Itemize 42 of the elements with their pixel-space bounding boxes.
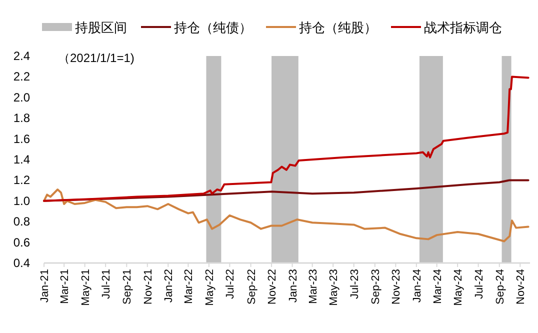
y-tick-label: 1.0 [13, 194, 30, 208]
x-tick-label: Sep-23 [370, 269, 382, 304]
y-tick-label: 2.4 [13, 49, 30, 63]
x-tick-label: Mar-22 [183, 269, 196, 304]
y-tick-label: 1.6 [13, 132, 30, 146]
x-tick-label: Jan-23 [287, 269, 300, 303]
x-tick-label: May-24 [452, 269, 465, 306]
legend-label: 持仓（纯股） [299, 20, 377, 35]
x-tick-label: Jul-23 [348, 269, 361, 299]
legend-label: 持仓（纯债） [174, 20, 252, 35]
y-tick-label: 0.8 [13, 214, 30, 229]
x-tick-label: Jul-21 [100, 269, 113, 299]
x-tick-label: Nov-24 [515, 269, 528, 304]
y-tick-label: 2.2 [13, 70, 30, 84]
annotation: （2021/1/1=1) [58, 51, 134, 65]
x-tick-label: Sep-22 [246, 269, 258, 304]
x-tick-label: Nov-22 [266, 269, 279, 304]
legend-label: 持股区间 [75, 20, 127, 35]
x-tick-label: Nov-23 [390, 269, 403, 304]
x-tick-label: Mar-21 [59, 269, 72, 304]
legend-label: 战术指标调仓 [424, 20, 502, 35]
x-tick-label: Mar-23 [307, 269, 320, 304]
y-tick-label: 1.8 [13, 111, 30, 126]
y-tick-label: 0.4 [13, 256, 30, 270]
x-tick-label: Jan-22 [163, 269, 176, 303]
x-tick-label: Jul-22 [224, 269, 237, 299]
x-tick-label: May-22 [204, 269, 216, 306]
y-tick-label: 0.6 [13, 235, 30, 250]
x-tick-label: May-23 [328, 269, 340, 306]
x-tick-label: Jan-21 [39, 269, 51, 303]
x-tick-label: Mar-24 [432, 269, 444, 304]
y-tick-label: 2.0 [13, 90, 30, 104]
x-tick-label: Jan-24 [411, 269, 424, 303]
y-tick-label: 1.2 [13, 173, 30, 188]
line-series [43, 188, 530, 242]
y-tick-label: 1.4 [13, 152, 30, 166]
x-tick-label: Sep-24 [494, 269, 506, 304]
line-series [43, 76, 530, 202]
x-tick-label: Nov-21 [142, 269, 154, 304]
x-tick-label: May-21 [80, 269, 92, 306]
x-tick-label: Sep-21 [122, 269, 134, 304]
x-tick-label: Jul-24 [473, 269, 486, 299]
